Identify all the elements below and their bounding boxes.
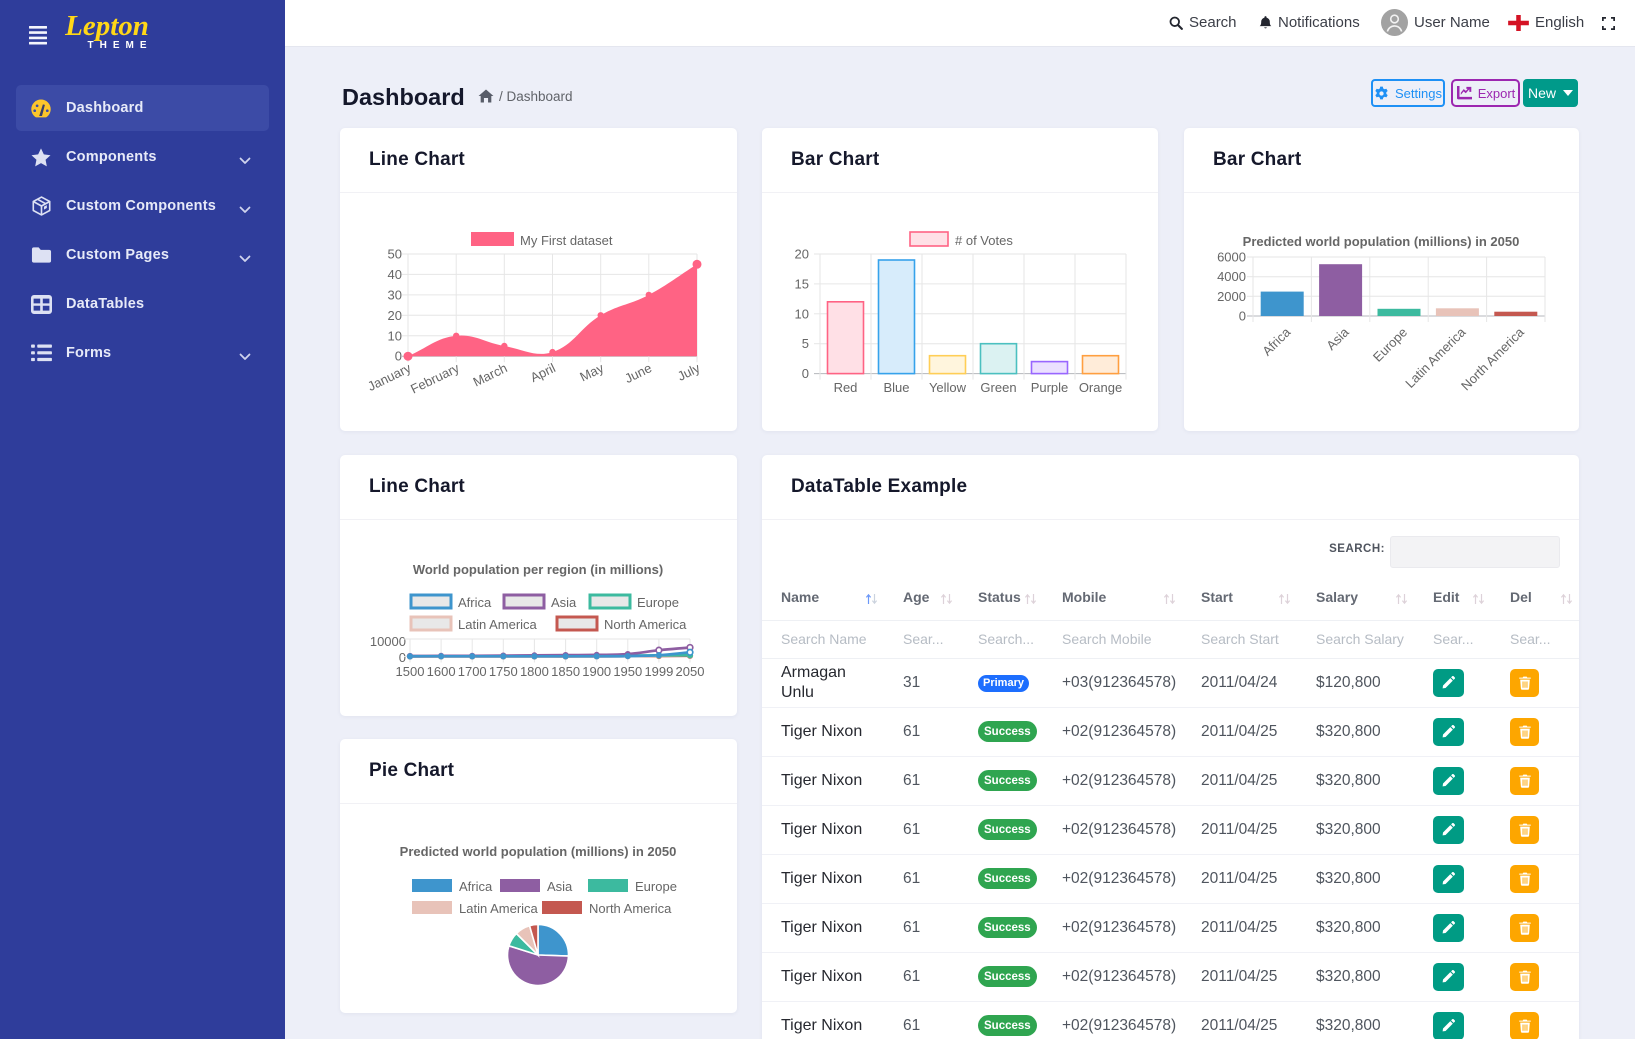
svg-text:Predicted world population (mi: Predicted world population (millions) in…: [400, 844, 677, 859]
svg-text:May: May: [577, 360, 606, 384]
svg-text:July: July: [675, 360, 703, 384]
svg-text:30: 30: [388, 287, 402, 302]
svg-text:Africa: Africa: [459, 879, 493, 894]
svg-text:Green: Green: [980, 380, 1016, 395]
svg-text:Latin America: Latin America: [459, 901, 539, 916]
svg-text:February: February: [408, 360, 462, 397]
svg-text:Asia: Asia: [1323, 324, 1352, 353]
svg-text:Africa: Africa: [458, 595, 492, 610]
svg-text:Blue: Blue: [883, 380, 909, 395]
svg-text:1600: 1600: [427, 664, 456, 679]
svg-text:Europe: Europe: [1370, 325, 1410, 365]
svg-text:0: 0: [802, 366, 809, 381]
svg-text:0: 0: [1239, 309, 1246, 324]
svg-text:2000: 2000: [1217, 289, 1246, 304]
svg-text:Predicted world population (mi: Predicted world population (millions) in…: [1243, 234, 1520, 249]
svg-text:Latin America: Latin America: [458, 617, 538, 632]
svg-text:Asia: Asia: [551, 595, 577, 610]
svg-text:40: 40: [388, 267, 402, 282]
svg-text:20: 20: [388, 308, 402, 323]
svg-text:1850: 1850: [551, 664, 580, 679]
svg-text:5: 5: [802, 336, 809, 351]
svg-text:World population per region (i: World population per region (in millions…: [413, 562, 663, 577]
svg-text:10: 10: [795, 306, 809, 321]
svg-text:Yellow: Yellow: [929, 380, 967, 395]
svg-text:Africa: Africa: [1259, 324, 1294, 359]
svg-text:10000: 10000: [370, 634, 406, 649]
svg-text:Purple: Purple: [1031, 380, 1069, 395]
svg-text:Europe: Europe: [635, 879, 677, 894]
svg-text:North America: North America: [589, 901, 672, 916]
svg-text:Red: Red: [834, 380, 858, 395]
svg-text:10: 10: [388, 328, 402, 343]
svg-text:0: 0: [399, 650, 406, 665]
svg-text:1500: 1500: [396, 664, 425, 679]
svg-text:1700: 1700: [458, 664, 487, 679]
svg-text:Asia: Asia: [547, 879, 573, 894]
svg-text:April: April: [528, 360, 558, 385]
svg-text:50: 50: [388, 247, 402, 262]
svg-text:North America: North America: [1458, 324, 1527, 393]
svg-text:1950: 1950: [613, 664, 642, 679]
svg-text:4000: 4000: [1217, 269, 1246, 284]
svg-text:0: 0: [395, 349, 402, 364]
svg-text:# of Votes: # of Votes: [955, 233, 1013, 248]
svg-text:My First dataset: My First dataset: [520, 233, 613, 248]
svg-text:North America: North America: [604, 617, 687, 632]
svg-text:June: June: [622, 360, 654, 386]
svg-text:1900: 1900: [582, 664, 611, 679]
svg-text:1750: 1750: [489, 664, 518, 679]
svg-text:1800: 1800: [520, 664, 549, 679]
svg-text:2050: 2050: [676, 664, 705, 679]
svg-text:Europe: Europe: [637, 595, 679, 610]
svg-text:20: 20: [795, 247, 809, 262]
svg-text:January: January: [365, 360, 414, 394]
svg-text:6000: 6000: [1217, 250, 1246, 265]
svg-text:Orange: Orange: [1079, 380, 1122, 395]
svg-text:March: March: [471, 360, 510, 389]
svg-text:15: 15: [795, 276, 809, 291]
svg-text:1999: 1999: [644, 664, 673, 679]
